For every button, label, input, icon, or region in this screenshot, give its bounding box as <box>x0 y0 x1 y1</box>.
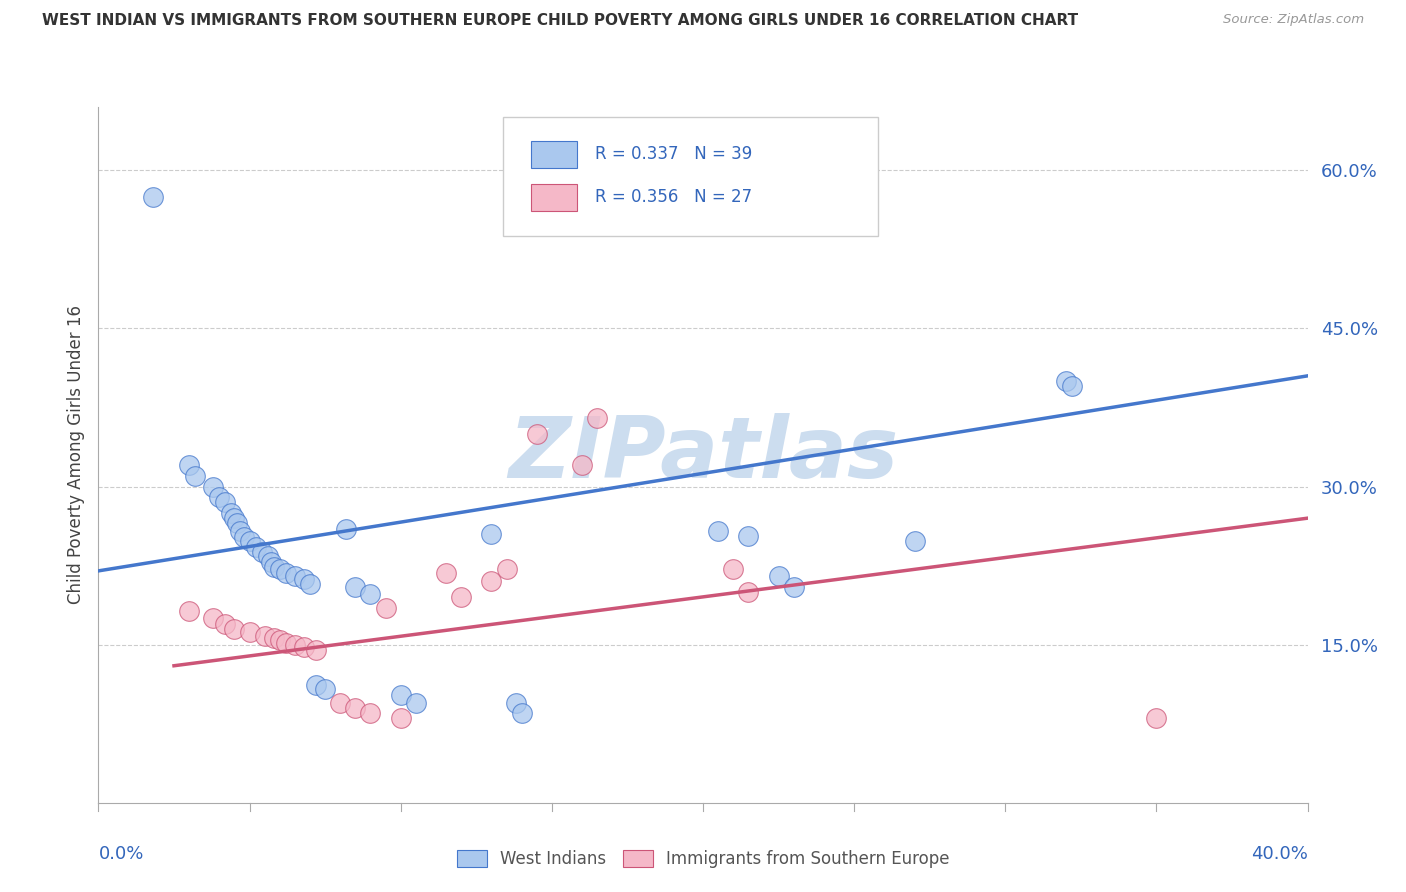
Point <box>344 580 367 594</box>
Point <box>335 522 357 536</box>
Point <box>245 540 267 554</box>
Point <box>305 643 328 657</box>
Point <box>263 559 285 574</box>
Point <box>360 706 382 721</box>
Point <box>481 574 503 589</box>
Point <box>179 604 201 618</box>
Y-axis label: Child Poverty Among Girls Under 16: Child Poverty Among Girls Under 16 <box>66 305 84 605</box>
Text: R = 0.356   N = 27: R = 0.356 N = 27 <box>595 188 752 206</box>
Point <box>314 681 336 696</box>
Text: WEST INDIAN VS IMMIGRANTS FROM SOUTHERN EUROPE CHILD POVERTY AMONG GIRLS UNDER 1: WEST INDIAN VS IMMIGRANTS FROM SOUTHERN … <box>42 13 1078 29</box>
Point <box>214 495 236 509</box>
Point <box>292 640 315 654</box>
Point <box>250 545 273 559</box>
Point <box>737 585 759 599</box>
Point <box>360 587 382 601</box>
Point <box>389 711 412 725</box>
Point <box>737 529 759 543</box>
Point <box>221 506 243 520</box>
Point <box>510 706 533 721</box>
Point <box>344 701 367 715</box>
Text: ZIPatlas: ZIPatlas <box>508 413 898 497</box>
Point <box>263 632 285 646</box>
Point <box>179 458 201 473</box>
Point <box>723 562 745 576</box>
Point <box>450 591 472 605</box>
Point <box>389 688 412 702</box>
Legend: West Indians, Immigrants from Southern Europe: West Indians, Immigrants from Southern E… <box>450 843 956 874</box>
Point <box>224 622 246 636</box>
Point <box>374 600 396 615</box>
Point <box>329 696 352 710</box>
Point <box>586 411 609 425</box>
Point <box>1060 379 1083 393</box>
Point <box>260 556 283 570</box>
Point <box>239 625 262 640</box>
Point <box>495 562 517 576</box>
Point <box>505 696 527 710</box>
Point <box>707 524 730 538</box>
Point <box>1054 374 1077 388</box>
Text: 0.0%: 0.0% <box>98 845 143 863</box>
Point <box>208 490 231 504</box>
Point <box>783 580 806 594</box>
Point <box>1144 711 1167 725</box>
Point <box>904 534 927 549</box>
Point <box>274 566 297 580</box>
Text: Source: ZipAtlas.com: Source: ZipAtlas.com <box>1223 13 1364 27</box>
Point <box>274 635 297 649</box>
Text: 40.0%: 40.0% <box>1251 845 1308 863</box>
Point <box>269 633 291 648</box>
Point <box>571 458 593 473</box>
Point <box>202 479 225 493</box>
Point <box>299 576 322 591</box>
FancyBboxPatch shape <box>503 118 879 235</box>
Point <box>292 572 315 586</box>
Point <box>239 534 262 549</box>
Point <box>224 511 246 525</box>
FancyBboxPatch shape <box>531 185 578 211</box>
Point <box>284 569 307 583</box>
Point <box>305 678 328 692</box>
Point <box>768 569 790 583</box>
Point <box>214 616 236 631</box>
Point <box>184 469 207 483</box>
Point <box>526 426 548 441</box>
FancyBboxPatch shape <box>531 141 578 168</box>
Point <box>284 638 307 652</box>
Point <box>434 566 457 580</box>
Point <box>481 527 503 541</box>
Point <box>142 189 165 203</box>
Point <box>253 629 276 643</box>
Point <box>405 696 427 710</box>
Point <box>232 530 254 544</box>
Point <box>256 549 278 563</box>
Point <box>226 516 249 531</box>
Text: R = 0.337   N = 39: R = 0.337 N = 39 <box>595 145 752 163</box>
Point <box>202 611 225 625</box>
Point <box>269 562 291 576</box>
Point <box>229 524 252 538</box>
